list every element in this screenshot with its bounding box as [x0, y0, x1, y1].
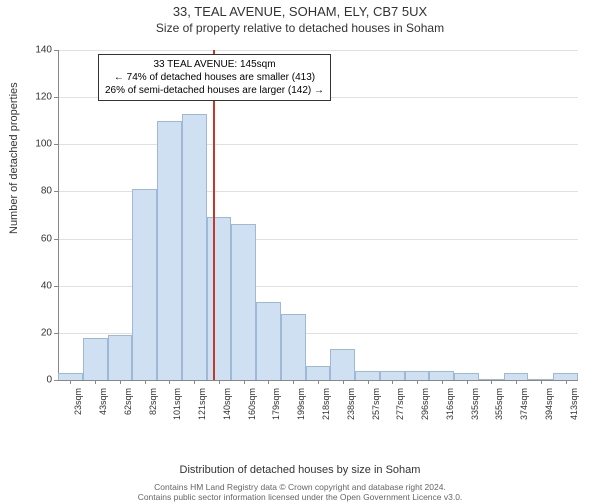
page-title: 33, TEAL AVENUE, SOHAM, ELY, CB7 5UX: [0, 4, 600, 19]
histogram-bar: [380, 371, 405, 380]
histogram-bar: [132, 189, 157, 380]
x-tick-label: 316sqm: [445, 388, 455, 420]
y-axis-label: Number of detached properties: [8, 82, 20, 234]
x-tick-label: 277sqm: [395, 388, 405, 420]
x-tick-label: 355sqm: [494, 388, 504, 420]
y-tick-label: 0: [46, 375, 52, 386]
histogram-bar: [330, 349, 355, 380]
histogram-bar: [58, 373, 83, 380]
histogram-bar: [281, 314, 306, 380]
y-tick-label: 100: [35, 139, 52, 150]
x-tick-label: 43sqm: [98, 388, 108, 415]
chart-area: 02040608010012014023sqm43sqm62sqm82sqm10…: [58, 50, 578, 420]
x-tick-label: 62sqm: [123, 388, 133, 415]
x-tick-label: 160sqm: [247, 388, 257, 420]
gridline: [58, 144, 578, 145]
footer-line1: Contains HM Land Registry data © Crown c…: [0, 482, 600, 492]
x-tick-label: 218sqm: [321, 388, 331, 420]
histogram-bar: [256, 302, 281, 380]
histogram-bar: [83, 338, 108, 380]
histogram-bar: [454, 373, 479, 380]
footer-line2: Contains public sector information licen…: [0, 492, 600, 502]
gridline: [58, 50, 578, 51]
x-axis-label: Distribution of detached houses by size …: [0, 464, 600, 476]
histogram-bar: [108, 335, 133, 380]
histogram-bar: [504, 373, 529, 380]
annotation-line: 26% of semi-detached houses are larger (…: [105, 84, 324, 97]
x-tick-label: 101sqm: [172, 388, 182, 420]
page-subtitle: Size of property relative to detached ho…: [0, 21, 600, 35]
x-tick-label: 140sqm: [222, 388, 232, 420]
histogram-bar: [182, 114, 207, 380]
histogram-bar: [207, 217, 232, 380]
histogram-bar: [231, 224, 256, 380]
annotation-line: ← 74% of detached houses are smaller (41…: [105, 71, 324, 84]
histogram-bar: [405, 371, 430, 380]
histogram-bar: [355, 371, 380, 380]
x-tick-label: 238sqm: [346, 388, 356, 420]
annotation-box: 33 TEAL AVENUE: 145sqm← 74% of detached …: [98, 54, 331, 101]
histogram-bar: [306, 366, 331, 380]
y-tick-label: 80: [41, 186, 52, 197]
x-tick-label: 82sqm: [148, 388, 158, 415]
x-tick-label: 199sqm: [296, 388, 306, 420]
y-tick-label: 40: [41, 280, 52, 291]
x-tick-label: 257sqm: [371, 388, 381, 420]
y-tick-label: 60: [41, 233, 52, 244]
x-tick-label: 394sqm: [544, 388, 554, 420]
y-tick-label: 120: [35, 92, 52, 103]
annotation-line: 33 TEAL AVENUE: 145sqm: [105, 58, 324, 71]
plot-region: 02040608010012014023sqm43sqm62sqm82sqm10…: [58, 50, 578, 420]
y-tick-label: 140: [35, 45, 52, 56]
x-tick-label: 296sqm: [420, 388, 430, 420]
x-tick-label: 121sqm: [197, 388, 207, 420]
x-tick-label: 413sqm: [569, 388, 579, 420]
histogram-bar: [157, 121, 182, 380]
histogram-bar: [553, 373, 578, 380]
x-tick-label: 335sqm: [470, 388, 480, 420]
histogram-bar: [429, 371, 454, 380]
x-tick-label: 374sqm: [519, 388, 529, 420]
x-tick-label: 23sqm: [73, 388, 83, 415]
y-tick-label: 20: [41, 327, 52, 338]
x-tick-label: 179sqm: [271, 388, 281, 420]
footer: Contains HM Land Registry data © Crown c…: [0, 482, 600, 502]
